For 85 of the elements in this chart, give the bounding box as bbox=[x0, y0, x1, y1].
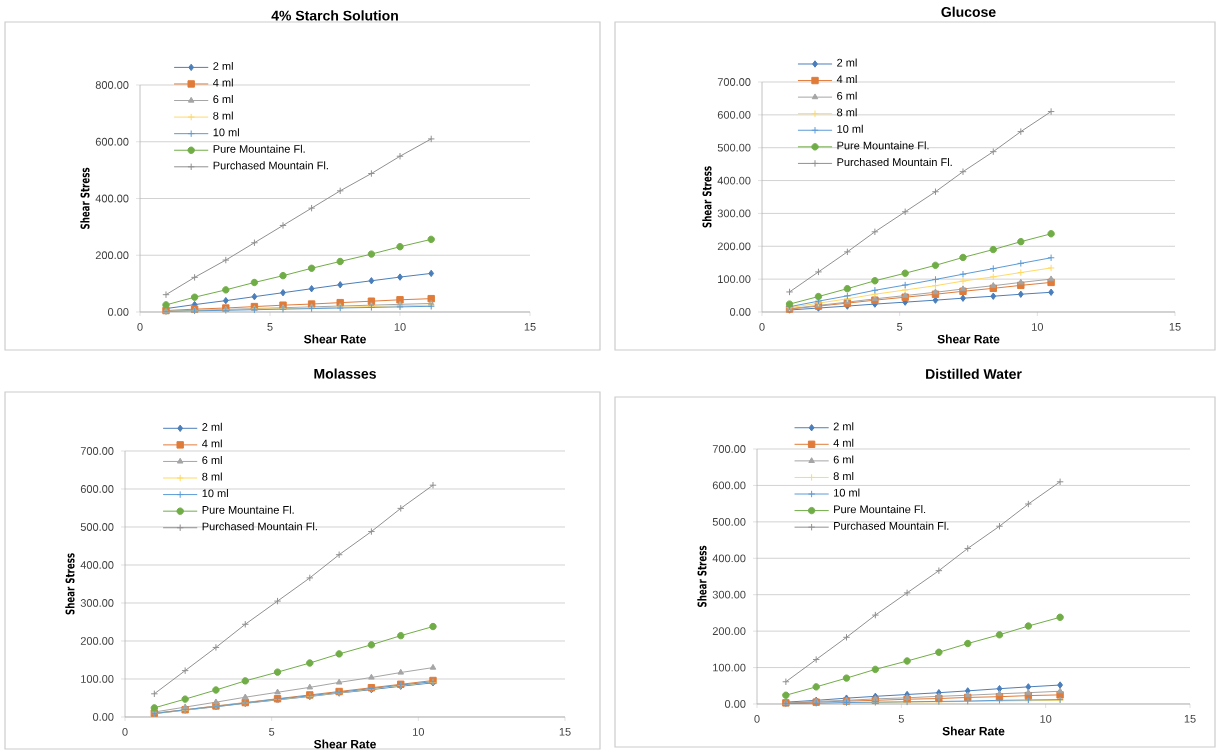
legend-label: 2 ml bbox=[833, 422, 854, 431]
chart-title: Glucose bbox=[941, 6, 996, 17]
chart-title: Distilled Water bbox=[926, 368, 1022, 379]
y-tick-label: 0.00 bbox=[107, 308, 129, 316]
x-tick-label: 5 bbox=[267, 323, 273, 331]
x-tick-label: 5 bbox=[898, 715, 904, 723]
legend-label: 6 ml bbox=[213, 95, 233, 104]
y-tick-label: 600.00 bbox=[95, 137, 129, 146]
y-tick-label: 100.00 bbox=[718, 275, 751, 283]
y-tick-label: 200.00 bbox=[80, 637, 114, 645]
x-tick-label: 5 bbox=[897, 323, 903, 331]
y-tick-label: 400.00 bbox=[80, 561, 114, 569]
y-tick-label: 700.00 bbox=[712, 445, 746, 453]
legend-label: 10 ml bbox=[213, 128, 239, 137]
chart-title: Molasses bbox=[314, 368, 376, 379]
legend-label: 4 ml bbox=[833, 438, 854, 447]
legend-label: 8 ml bbox=[202, 472, 222, 481]
y-tick-label: 200.00 bbox=[717, 242, 751, 251]
y-tick-label: 0.00 bbox=[729, 308, 751, 316]
legend-label: 10 ml bbox=[202, 489, 228, 498]
y-tick-label: 800.00 bbox=[95, 81, 129, 89]
legend-label: 4 ml bbox=[213, 78, 233, 87]
legend-label: Pure Mountaine Fl. bbox=[213, 144, 305, 153]
x-tick-label: 15 bbox=[524, 323, 536, 331]
x-tick-label: 10 bbox=[413, 728, 425, 736]
y-tick-label: 200.00 bbox=[712, 627, 746, 635]
x-tick-label: 10 bbox=[1040, 715, 1052, 723]
y-tick-label: 200.00 bbox=[95, 251, 129, 260]
y-tick-label: 300.00 bbox=[712, 590, 746, 599]
x-axis-title: Shear Rate bbox=[304, 334, 366, 344]
y-tick-label: 500.00 bbox=[717, 143, 751, 152]
x-tick-label: 0 bbox=[122, 728, 128, 736]
y-axis-title: Shear Stress bbox=[65, 553, 75, 615]
x-tick-label: 15 bbox=[559, 728, 571, 736]
x-tick-label: 15 bbox=[1184, 715, 1196, 723]
legend-label: 2 ml bbox=[202, 422, 222, 431]
x-tick-label: 10 bbox=[1032, 323, 1044, 331]
y-axis-title: Shear Stress bbox=[702, 166, 712, 228]
x-tick-label: 0 bbox=[137, 323, 143, 331]
y-axis-title: Shear Stress bbox=[80, 167, 90, 229]
legend-label: Purchased Mountain Fl. bbox=[213, 161, 328, 170]
legend-label: 10 ml bbox=[837, 124, 863, 133]
legend-label: 4 ml bbox=[836, 75, 857, 84]
x-axis-title: Shear Rate bbox=[937, 334, 1000, 344]
legend-label: 10 ml bbox=[834, 488, 860, 497]
legend-label: Purchased Mountain Fl. bbox=[837, 157, 952, 166]
legend-label: Purchased Mountain Fl. bbox=[202, 522, 317, 531]
y-tick-label: 300.00 bbox=[717, 209, 751, 218]
legend-label: 8 ml bbox=[833, 471, 854, 481]
y-tick-label: 0.00 bbox=[92, 713, 114, 721]
y-tick-label: 700.00 bbox=[80, 447, 114, 455]
x-tick-label: 0 bbox=[759, 323, 765, 331]
x-tick-label: 0 bbox=[754, 715, 760, 723]
legend-label: Pure Mountaine Fl. bbox=[202, 505, 294, 514]
y-tick-label: 500.00 bbox=[80, 523, 114, 531]
x-axis-title: Shear Rate bbox=[942, 726, 1005, 736]
legend-label: Pure Mountaine Fl. bbox=[837, 141, 929, 150]
y-tick-label: 100.00 bbox=[713, 663, 746, 672]
legend-label: 2 ml bbox=[837, 58, 857, 67]
y-tick-label: 0.00 bbox=[724, 700, 746, 708]
legend-label: 6 ml bbox=[837, 91, 857, 100]
y-tick-label: 300.00 bbox=[80, 599, 114, 607]
chart-title: 4% Starch Solution bbox=[271, 10, 398, 21]
legend-label: 4 ml bbox=[202, 439, 222, 448]
x-axis-title: Shear Rate bbox=[314, 739, 376, 749]
legend-label: 8 ml bbox=[837, 108, 857, 117]
legend-label: 8 ml bbox=[213, 111, 233, 120]
y-tick-label: 100.00 bbox=[81, 675, 114, 683]
legend-label: Pure Mountaine Fl. bbox=[834, 505, 926, 514]
y-tick-label: 500.00 bbox=[712, 517, 746, 526]
x-tick-label: 10 bbox=[394, 323, 406, 331]
y-tick-label: 600.00 bbox=[712, 481, 746, 490]
x-tick-label: 15 bbox=[1169, 323, 1181, 331]
legend-label: Purchased Mountain Fl. bbox=[834, 521, 949, 530]
y-axis-title: Shear Stress bbox=[697, 545, 707, 607]
y-tick-label: 400.00 bbox=[95, 194, 129, 203]
legend-label: 6 ml bbox=[202, 455, 222, 465]
legend-label: 2 ml bbox=[213, 61, 233, 70]
y-tick-label: 600.00 bbox=[80, 485, 114, 493]
legend-label: 6 ml bbox=[833, 455, 854, 464]
y-tick-label: 600.00 bbox=[717, 110, 751, 119]
x-tick-label: 5 bbox=[269, 728, 275, 736]
y-tick-label: 400.00 bbox=[717, 176, 751, 185]
y-tick-label: 700.00 bbox=[717, 78, 751, 86]
y-tick-label: 400.00 bbox=[712, 554, 746, 563]
